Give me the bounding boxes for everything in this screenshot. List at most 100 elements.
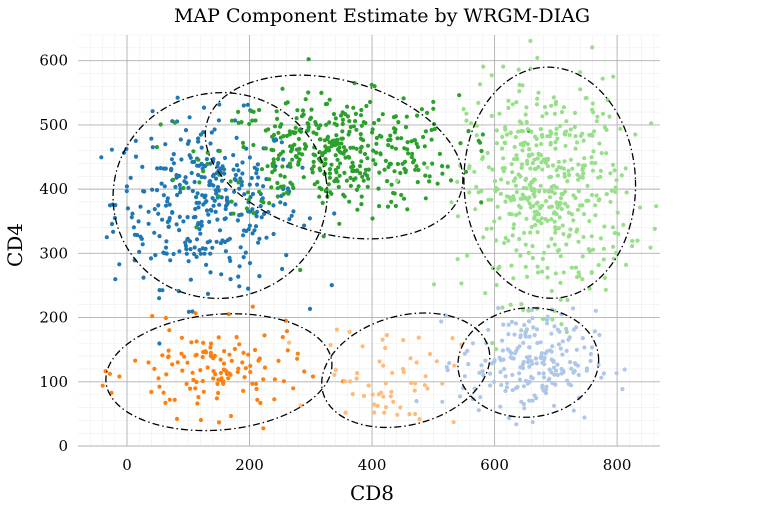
data-point [527, 334, 532, 339]
data-point [281, 379, 286, 384]
data-point [414, 141, 419, 146]
data-point [536, 371, 542, 376]
data-point [302, 142, 307, 147]
data-point [210, 196, 215, 201]
data-point [236, 120, 241, 125]
data-point [556, 226, 562, 231]
data-point [285, 348, 290, 353]
data-point [580, 131, 585, 136]
data-point [264, 235, 269, 240]
data-point [223, 206, 228, 212]
data-point [536, 270, 541, 275]
data-point [506, 238, 511, 243]
data-point [327, 171, 332, 176]
data-point [250, 191, 256, 197]
data-point [547, 205, 552, 210]
data-point [389, 182, 394, 187]
data-point [488, 371, 493, 376]
data-point [295, 351, 300, 356]
data-point [255, 162, 260, 167]
data-point [240, 140, 246, 145]
data-point [259, 199, 264, 204]
data-point [271, 157, 276, 162]
data-point [603, 287, 608, 292]
data-point [202, 251, 207, 256]
data-point [208, 270, 213, 275]
data-point [185, 236, 190, 241]
data-point [537, 189, 542, 194]
data-point [299, 114, 305, 119]
data-point [535, 230, 540, 235]
data-point [520, 129, 526, 134]
data-point [518, 174, 523, 179]
data-point [228, 179, 233, 184]
data-point [186, 259, 191, 264]
data-point [467, 190, 472, 195]
data-point [271, 148, 276, 153]
data-point [161, 390, 166, 395]
data-point [297, 157, 302, 162]
data-point [540, 383, 545, 388]
data-point [224, 195, 230, 200]
data-point [528, 166, 533, 171]
data-point [338, 161, 343, 166]
data-point [511, 276, 516, 281]
data-point [384, 333, 389, 338]
data-point [332, 372, 337, 377]
data-point [157, 234, 162, 239]
data-point [254, 171, 259, 176]
data-point [541, 371, 546, 376]
data-point [194, 339, 199, 344]
data-point [455, 214, 461, 219]
data-point [558, 297, 563, 302]
data-point [359, 159, 364, 164]
data-point [431, 282, 437, 287]
data-point [511, 194, 516, 199]
data-point [388, 161, 393, 166]
x-axis-label: CD8 [350, 481, 394, 505]
data-point [208, 179, 213, 184]
data-point [252, 165, 257, 170]
data-point [339, 141, 344, 146]
data-point [343, 112, 348, 117]
data-point [262, 211, 267, 216]
data-point [422, 144, 427, 149]
data-point [185, 360, 190, 365]
data-point [201, 389, 206, 394]
data-point [296, 136, 301, 142]
data-point [513, 176, 518, 181]
data-point [342, 170, 347, 175]
data-point [133, 358, 138, 363]
data-point [359, 194, 364, 199]
data-point [194, 254, 199, 259]
data-point [561, 232, 566, 237]
data-point [412, 158, 417, 163]
data-point [401, 196, 407, 201]
data-point [175, 95, 180, 100]
data-point [541, 157, 546, 162]
data-point [159, 181, 164, 186]
data-point [217, 202, 222, 207]
data-point [534, 102, 540, 107]
data-point [553, 382, 558, 387]
data-point [540, 256, 546, 261]
data-point [278, 124, 283, 129]
y-tick-label: 100 [39, 373, 68, 391]
data-point [322, 138, 327, 143]
data-point [528, 38, 533, 44]
x-tick-label: 200 [235, 456, 264, 474]
data-point [251, 211, 256, 216]
data-point [591, 149, 596, 154]
data-point [377, 204, 382, 209]
data-point [326, 146, 331, 151]
data-point [514, 212, 519, 218]
data-point [519, 165, 524, 170]
data-point [414, 164, 419, 169]
data-point [524, 120, 529, 125]
data-point [152, 207, 157, 212]
data-point [518, 253, 523, 258]
data-point [343, 410, 348, 415]
data-point [419, 107, 424, 112]
data-point [285, 186, 290, 191]
data-point [194, 379, 199, 385]
